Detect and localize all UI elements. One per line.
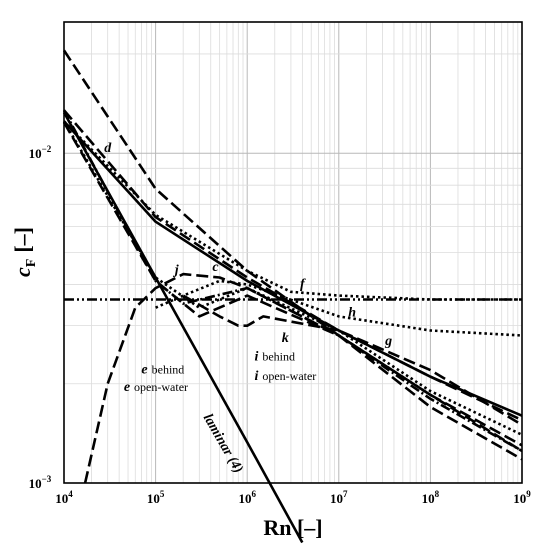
series-line-e-open-water <box>83 272 523 484</box>
series-line-i-behind <box>62 120 523 436</box>
series-line-f <box>63 120 522 301</box>
x-tick-label: 107 <box>330 489 348 506</box>
svg-text:cF[–]: cF [–] <box>10 227 39 277</box>
x-tick-label: 108 <box>422 489 440 506</box>
x-tick-label: 109 <box>513 489 531 506</box>
curve-label-f: f <box>300 277 306 292</box>
curve-label-d: d <box>104 141 112 156</box>
series-line-k <box>182 294 523 427</box>
annotation-e-behind: e behind <box>141 362 184 377</box>
curve-label-c: c <box>212 260 219 275</box>
annotations: e behind e open-water i behind i open-water <box>124 350 316 395</box>
series-line-j <box>62 109 523 453</box>
curve-label-g: g <box>384 334 392 349</box>
curve-label-j: j <box>173 263 179 278</box>
y-axis-subscript: F <box>24 259 39 268</box>
curve-label-h: h <box>348 305 356 320</box>
x-axis-title: Rn [–] <box>263 515 322 540</box>
series-line-a <box>63 120 523 417</box>
plot-frame <box>63 21 523 484</box>
y-axis-symbol: c <box>10 267 35 277</box>
x-tick-label: 104 <box>55 489 73 506</box>
tick-labels: 104 105 106 107 108 109 10−3 10−2 <box>29 144 532 506</box>
curve-label-k: k <box>282 331 289 346</box>
y-axis-unit: [–] <box>10 227 35 253</box>
y-axis-title: cF [–] <box>10 227 39 277</box>
y-tick-label: 10−2 <box>29 144 52 161</box>
series-line-c <box>62 121 523 461</box>
series-lines <box>62 49 523 544</box>
grid-lines <box>63 22 522 484</box>
annotation-i-behind: i behind <box>254 350 295 365</box>
series-line-g <box>155 279 523 337</box>
x-tick-label: 106 <box>238 489 256 506</box>
annotation-i-open-water: i open-water <box>254 369 316 384</box>
x-tick-label: 105 <box>147 489 165 506</box>
y-tick-label: 10−3 <box>29 474 52 491</box>
annotation-e-open-water: e open-water <box>124 380 188 395</box>
